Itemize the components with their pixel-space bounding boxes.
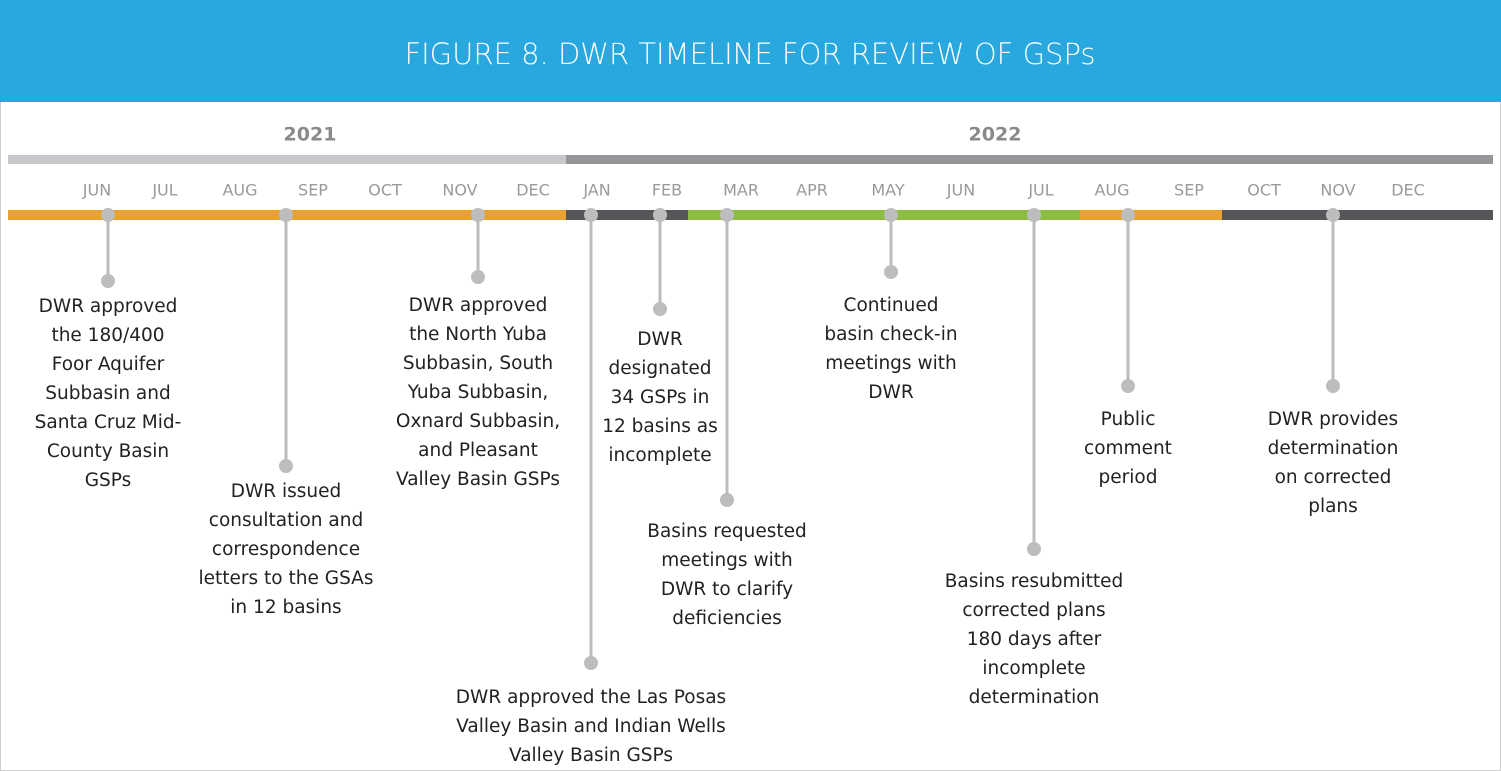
event-text: Valley Basin and Indian Wells: [456, 716, 726, 737]
month-label: OCT: [368, 181, 402, 200]
event-text: letters to the GSAs: [199, 568, 374, 589]
event-text: DWR: [868, 382, 914, 403]
end-dot: [471, 270, 485, 284]
timeline-dot: [884, 208, 898, 222]
end-dot: [653, 302, 667, 316]
event-text: 34 GSPs in: [611, 387, 710, 408]
month-label: APR: [796, 181, 828, 200]
year-bar-2021: [8, 155, 566, 164]
timeline-segment: [1080, 210, 1222, 220]
event-text: Santa Cruz Mid-: [35, 412, 182, 433]
event-text: Yuba Subbasin,: [407, 382, 549, 403]
month-label: MAY: [871, 181, 905, 200]
event-text: Continued: [844, 295, 939, 316]
timeline-dot: [1121, 208, 1135, 222]
year-label: 2021: [284, 124, 337, 146]
event-text: basin check-in: [824, 324, 957, 345]
event-text: the North Yuba: [409, 324, 547, 345]
event-text: incomplete: [982, 658, 1085, 679]
event-text: on corrected: [1275, 467, 1392, 488]
event-text: the 180/400: [51, 325, 164, 346]
timeline-dot: [101, 208, 115, 222]
end-dot: [1326, 379, 1340, 393]
event-text: meetings with: [661, 550, 792, 571]
event-text: DWR approved: [39, 296, 178, 317]
timeline-dot: [279, 208, 293, 222]
timeline-dot: [1027, 208, 1041, 222]
month-label: AUG: [222, 181, 257, 200]
event-text: Oxnard Subbasin,: [396, 411, 560, 432]
month-label: JUL: [1027, 181, 1053, 200]
event-text: DWR issued: [231, 481, 342, 502]
month-label: MAR: [723, 181, 759, 200]
event-text: Public: [1101, 409, 1156, 430]
event-text: County Basin: [47, 441, 169, 462]
event-text: GSPs: [85, 470, 132, 491]
event-text: DWR approved: [409, 295, 548, 316]
event-text: designated: [608, 358, 711, 379]
month-label: DEC: [516, 181, 550, 200]
end-dot: [584, 656, 598, 670]
month-label: NOV: [1320, 181, 1355, 200]
month-label: SEP: [298, 181, 328, 200]
event-text: 12 basins as: [602, 416, 718, 437]
month-label: JUL: [151, 181, 177, 200]
title: FIGURE 8. DWR TIMELINE FOR REVIEW OF GSP…: [404, 37, 1095, 71]
timeline-dot: [653, 208, 667, 222]
month-label: JUN: [946, 181, 975, 200]
event-text: correspondence: [212, 539, 360, 560]
header-band: [0, 0, 1501, 102]
event-text: Foor Aquifer: [52, 354, 165, 375]
month-label: AUG: [1094, 181, 1129, 200]
month-label: SEP: [1174, 181, 1204, 200]
end-dot: [1121, 379, 1135, 393]
end-dot: [1027, 542, 1041, 556]
event-text: Basins resubmitted: [945, 571, 1124, 592]
month-label: JUN: [82, 181, 111, 200]
event-text: DWR approved the Las Posas: [456, 687, 726, 708]
event-text: determination: [1268, 438, 1399, 459]
event-text: DWR to clarify: [661, 579, 793, 600]
event-text: plans: [1308, 496, 1358, 517]
event-text: and Pleasant: [418, 440, 538, 461]
timeline-segment: [1222, 210, 1493, 220]
event-text: DWR provides: [1268, 409, 1398, 430]
timeline-dot: [1326, 208, 1340, 222]
event-text: Basins requested: [647, 521, 807, 542]
event-text: in 12 basins: [230, 597, 341, 618]
end-dot: [720, 493, 734, 507]
event-text: incomplete: [608, 445, 711, 466]
event-text: 180 days after: [967, 629, 1102, 650]
timeline-dot: [471, 208, 485, 222]
month-label: FEB: [652, 181, 682, 200]
event-text: Valley Basin GSPs: [509, 745, 673, 766]
month-label: JAN: [582, 181, 610, 200]
event-text: Subbasin, South: [403, 353, 553, 374]
year-bar-2022: [566, 155, 1493, 164]
timeline-dot: [720, 208, 734, 222]
event-text: DWR: [637, 329, 683, 350]
month-label: NOV: [442, 181, 477, 200]
month-label: OCT: [1247, 181, 1281, 200]
event-text: consultation and: [209, 510, 363, 531]
end-dot: [279, 459, 293, 473]
end-dot: [101, 274, 115, 288]
end-dot: [884, 265, 898, 279]
event-text: corrected plans: [962, 600, 1105, 621]
event-text: determination: [969, 687, 1100, 708]
month-label: DEC: [1391, 181, 1425, 200]
timeline-dot: [584, 208, 598, 222]
event-text: period: [1099, 467, 1158, 488]
event-text: Subbasin and: [45, 383, 170, 404]
year-label: 2022: [969, 124, 1022, 146]
timeline-segment: [566, 210, 688, 220]
event-text: meetings with: [825, 353, 956, 374]
event-text: comment: [1084, 438, 1172, 459]
event-text: deficiencies: [672, 608, 782, 629]
event-text: Valley Basin GSPs: [396, 469, 560, 490]
